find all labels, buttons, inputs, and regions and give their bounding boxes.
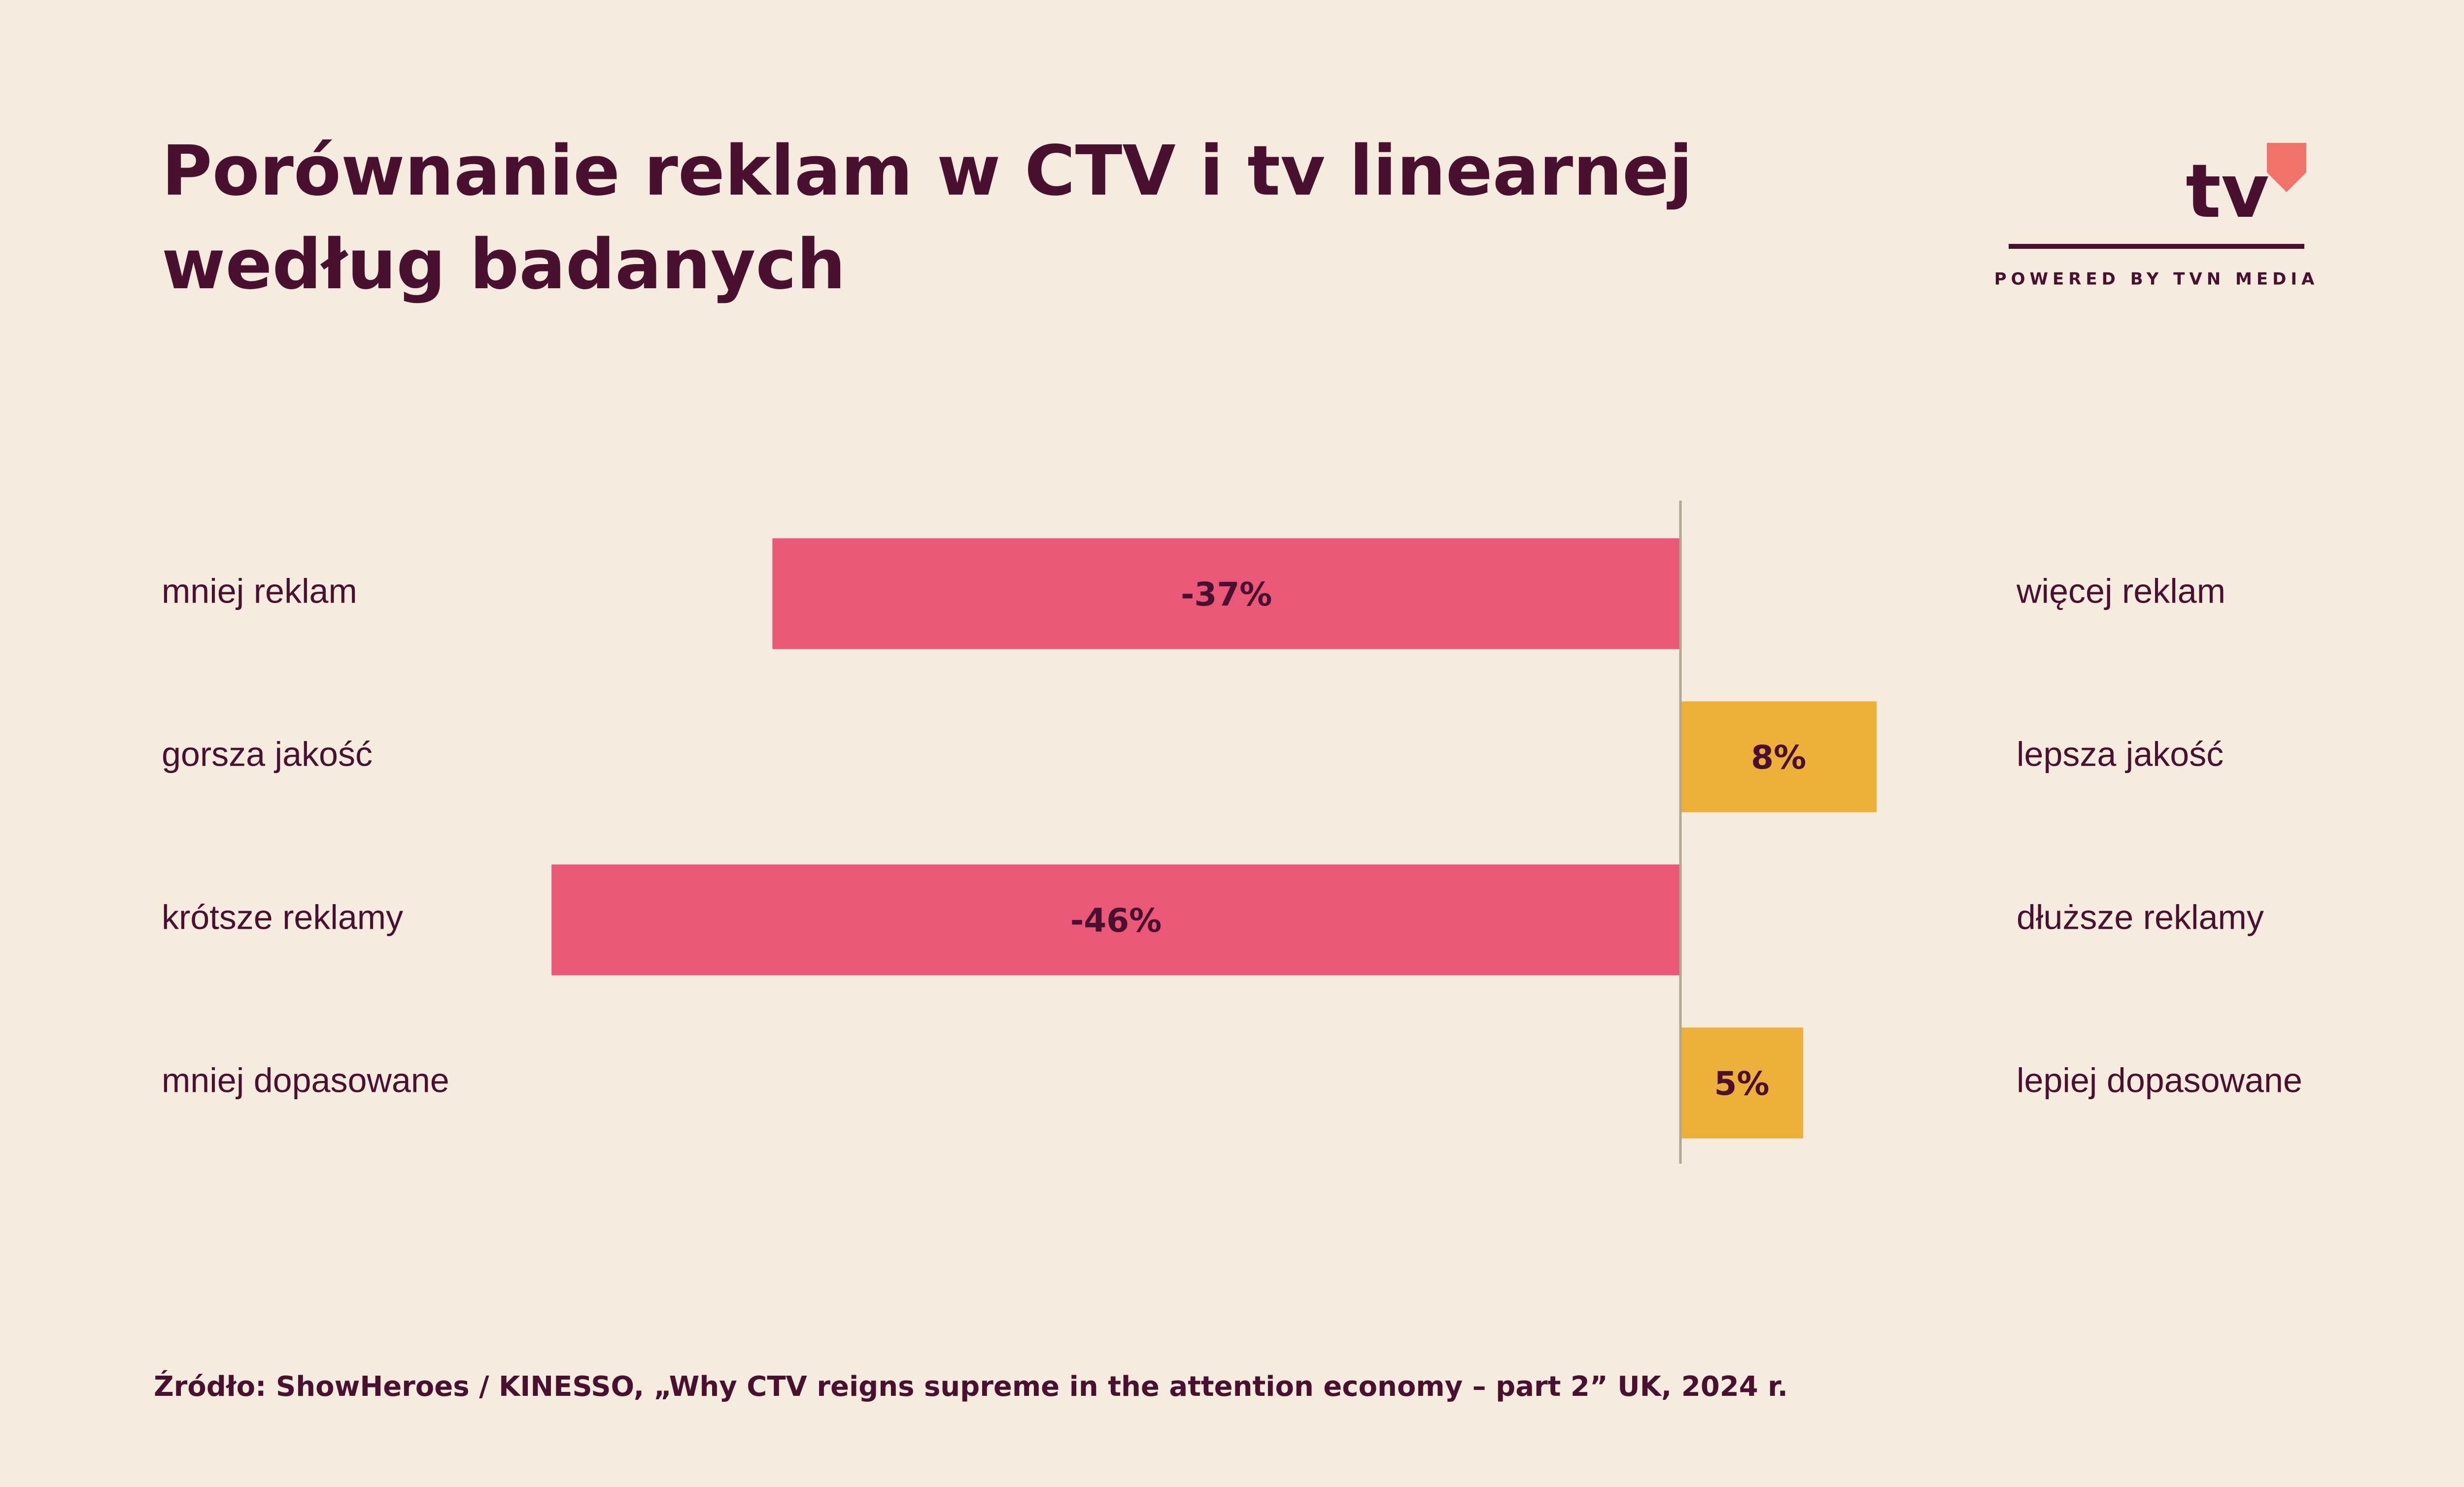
source: Źródło: ShowHeroes / KINESSO, „Why CTV r… xyxy=(154,1370,1788,1403)
logo-text: tv xyxy=(2186,149,2269,235)
chart-title: Porównanie reklam w CTV i tv linearnej xyxy=(162,131,1693,211)
left-label: krótsze reklamy xyxy=(162,898,403,936)
value-label: 5% xyxy=(1714,1065,1769,1103)
bar xyxy=(551,864,1680,976)
logo-heart xyxy=(2267,143,2306,192)
right-label: dłuższe reklamy xyxy=(2017,898,2264,936)
chart-title: według badanych xyxy=(162,225,846,305)
logo-tagline: POWERED BY TVN MEDIA xyxy=(1994,270,2319,289)
left-label: mniej reklam xyxy=(162,572,357,610)
bar xyxy=(772,538,1680,649)
right-label: więcej reklam xyxy=(2016,572,2225,610)
value-label: -37% xyxy=(1181,575,1272,613)
bar xyxy=(1680,1027,1803,1139)
value-label: -46% xyxy=(1070,902,1162,940)
right-label: lepsza jakość xyxy=(2017,735,2224,773)
value-label: 8% xyxy=(1751,739,1806,777)
right-label: lepiej dopasowane xyxy=(2017,1061,2302,1099)
left-label: gorsza jakość xyxy=(162,735,373,773)
left-label: mniej dopasowane xyxy=(162,1061,449,1099)
bar xyxy=(1680,701,1877,812)
